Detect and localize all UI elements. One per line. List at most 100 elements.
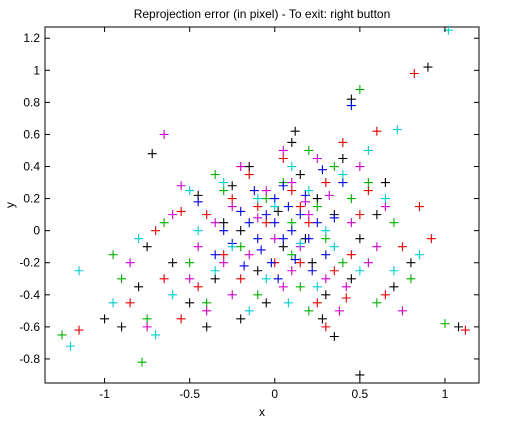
data-point-marker <box>355 85 365 95</box>
data-point-marker <box>338 170 348 180</box>
data-point-marker <box>253 290 263 300</box>
data-point-marker <box>304 306 314 316</box>
data-point-marker <box>338 153 348 163</box>
data-point-marker <box>295 258 305 268</box>
data-point-marker <box>219 250 229 260</box>
x-tick-label: -0.5 <box>179 387 200 401</box>
data-point-marker <box>287 266 297 276</box>
data-point-marker <box>329 266 339 276</box>
data-point-marker <box>117 322 127 332</box>
data-point-marker <box>137 357 147 367</box>
data-point-marker <box>287 186 297 196</box>
data-point-marker <box>244 250 254 260</box>
data-point-marker <box>300 197 310 207</box>
data-point-marker <box>426 234 436 244</box>
x-axis-label: x <box>259 405 265 419</box>
data-point-marker <box>329 162 339 172</box>
data-point-marker <box>134 282 144 292</box>
x-tick-label: 0 <box>271 387 278 401</box>
data-point-marker <box>117 274 127 284</box>
data-point-marker <box>295 282 305 292</box>
data-point-marker <box>210 266 220 276</box>
data-point-marker <box>244 306 254 316</box>
data-point-marker <box>321 178 331 188</box>
data-point-marker <box>261 194 271 204</box>
data-point-marker <box>283 298 293 308</box>
data-point-marker <box>278 145 288 155</box>
data-point-marker <box>159 274 169 284</box>
data-point-marker <box>261 210 271 220</box>
data-point-marker <box>423 62 433 72</box>
data-point-marker <box>355 266 365 276</box>
data-point-marker <box>321 226 331 236</box>
axes-box <box>44 26 480 384</box>
y-tick-label: 1.2 <box>23 31 40 45</box>
data-point-marker <box>210 274 220 284</box>
data-point-marker <box>287 178 297 188</box>
data-point-marker <box>142 322 152 332</box>
data-point-marker <box>372 210 382 220</box>
data-point-marker <box>414 250 424 260</box>
data-point-marker <box>406 258 416 268</box>
data-point-marker <box>108 250 118 260</box>
data-point-marker <box>295 170 305 180</box>
data-point-marker <box>338 137 348 147</box>
data-point-marker <box>290 255 300 265</box>
markers-layer <box>57 25 470 380</box>
y-tick-label: -0.2 <box>19 256 40 270</box>
data-point-marker <box>253 234 263 244</box>
data-point-marker <box>312 153 322 163</box>
data-point-marker <box>270 194 280 204</box>
data-point-marker <box>273 274 283 284</box>
data-point-marker <box>372 242 382 252</box>
data-point-marker <box>287 162 297 172</box>
data-point-marker <box>321 234 331 244</box>
data-point-marker <box>219 218 229 228</box>
data-point-marker <box>278 181 288 191</box>
data-point-marker <box>287 218 297 228</box>
data-point-marker <box>125 258 135 268</box>
data-point-marker <box>355 370 365 380</box>
data-point-marker <box>346 274 356 284</box>
data-point-marker <box>193 197 203 207</box>
data-point-marker <box>244 162 254 172</box>
data-point-marker <box>219 178 229 188</box>
data-point-marker <box>108 298 118 308</box>
data-point-marker <box>338 178 348 188</box>
data-point-marker <box>176 181 186 191</box>
data-point-marker <box>389 218 399 228</box>
data-point-marker <box>270 202 280 212</box>
y-tick-label: 0.2 <box>23 192 40 206</box>
data-point-marker <box>236 226 246 236</box>
data-point-marker <box>341 282 351 292</box>
data-point-marker <box>287 250 297 260</box>
data-point-marker <box>440 319 450 329</box>
data-point-marker <box>389 282 399 292</box>
data-point-marker <box>312 282 322 292</box>
data-point-marker <box>307 266 317 276</box>
data-point-marker <box>202 306 212 316</box>
data-point-marker <box>304 234 314 244</box>
data-point-marker <box>295 210 305 220</box>
data-point-marker <box>329 331 339 341</box>
y-tick-label: -0.8 <box>19 352 40 366</box>
data-point-marker <box>270 218 280 228</box>
data-point-marker <box>193 226 203 236</box>
data-point-marker <box>253 213 263 223</box>
data-point-marker <box>317 314 327 324</box>
y-tick-label: 0.6 <box>23 127 40 141</box>
data-point-marker <box>283 202 293 212</box>
data-point-marker <box>355 162 365 172</box>
data-point-marker <box>261 186 271 196</box>
data-point-marker <box>287 137 297 147</box>
data-point-marker <box>321 250 331 260</box>
data-point-marker <box>193 242 203 252</box>
data-point-marker <box>168 290 178 300</box>
data-point-marker <box>290 126 300 136</box>
y-tick-label: 0.4 <box>23 160 40 174</box>
data-point-marker <box>210 250 220 260</box>
data-point-marker <box>125 298 135 308</box>
data-point-marker <box>227 242 237 252</box>
data-point-marker <box>324 190 334 200</box>
